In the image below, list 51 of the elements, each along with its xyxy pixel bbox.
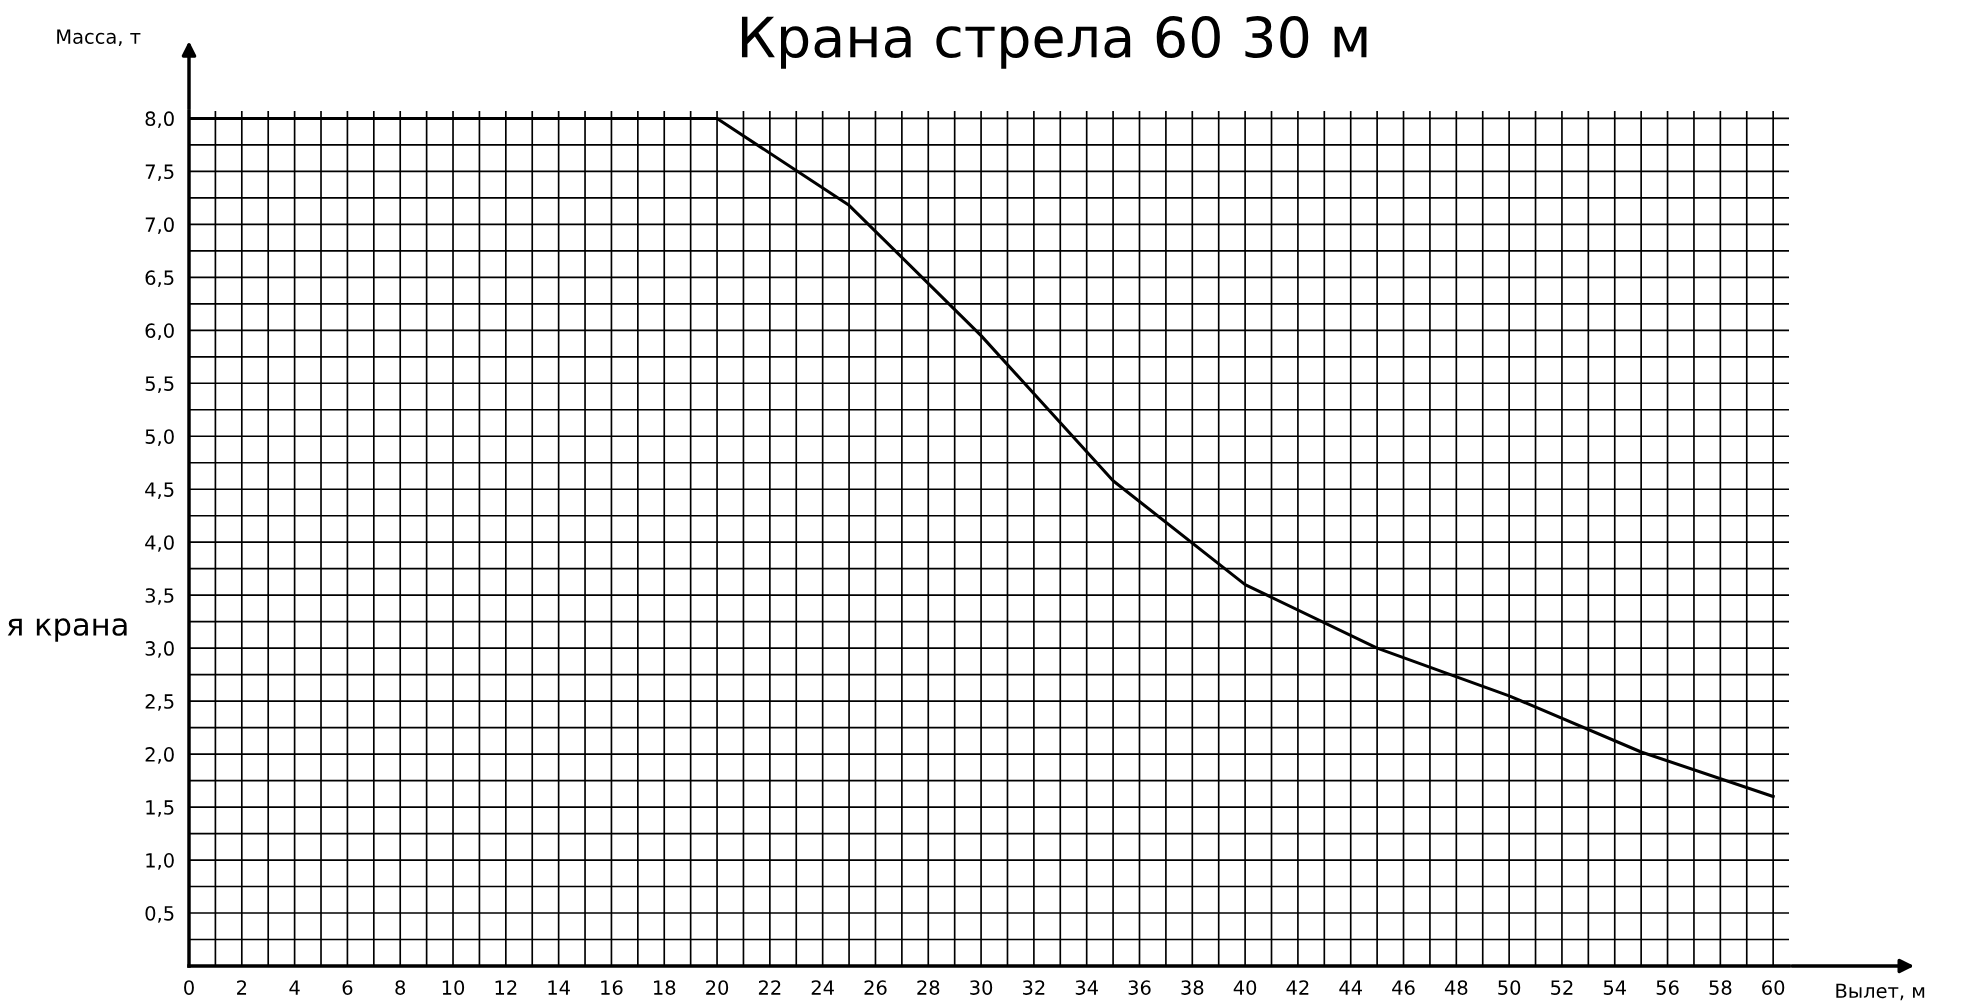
x-tick-label: 18 — [654, 980, 676, 995]
x-tick-label: 34 — [1075, 980, 1098, 995]
y-tick-label: 6,5 — [145, 270, 174, 287]
x-tick-label: 50 — [1498, 980, 1521, 995]
x-tick-label: 22 — [758, 980, 781, 995]
x-tick-label: 26 — [864, 980, 887, 995]
y-axis-title: Масса, т — [57, 29, 141, 46]
y-tick-label: 3,5 — [145, 588, 174, 605]
x-tick-label: 10 — [442, 980, 465, 995]
x-tick-label: 2 — [237, 980, 247, 995]
x-tick-label: 24 — [811, 980, 834, 995]
y-tick-label: 1,5 — [146, 800, 174, 817]
x-tick-label: 4 — [289, 980, 300, 995]
x-tick-label: 44 — [1339, 980, 1362, 995]
x-tick-label: 42 — [1286, 980, 1309, 995]
y-tick-label: 2,0 — [145, 747, 174, 764]
x-tick-label: 60 — [1762, 980, 1785, 995]
x-tick-label: 48 — [1444, 980, 1468, 995]
x-tick-label: 16 — [601, 980, 623, 995]
text: я крана — [7, 618, 127, 642]
x-tick-label: 56 — [1656, 980, 1679, 995]
x-tick-label: 58 — [1709, 980, 1732, 995]
y-tick-label: 3,0 — [145, 641, 174, 658]
x-tick-label: 36 — [1128, 980, 1151, 995]
chart-title: Крана стрела 60 30 м — [741, 16, 1367, 69]
x-tick-label: 46 — [1392, 980, 1415, 995]
x-tick-label: 52 — [1551, 980, 1573, 995]
x-tick-label: 54 — [1603, 980, 1627, 995]
x-tick-label: 8 — [395, 980, 406, 995]
y-tick-label: 7,5 — [145, 164, 174, 182]
y-tick-label: 7,0 — [145, 217, 174, 235]
y-tick-label: 2,5 — [145, 694, 174, 711]
y-tick-label: 0,5 — [145, 905, 174, 923]
x-tick-label: 32 — [1023, 980, 1045, 995]
x-tick-label: 12 — [495, 980, 517, 995]
x-tick-label: 0 — [184, 980, 194, 995]
y-tick-label: 8,0 — [145, 111, 174, 129]
y-tick-label: 5,0 — [145, 429, 174, 446]
x-tick-label: 30 — [970, 980, 993, 995]
y-tick-label: 1,0 — [146, 853, 174, 870]
y-tick-label: 6,0 — [145, 323, 174, 340]
y-tick-label: 4,5 — [145, 482, 174, 499]
x-axis-title: Вылет, м — [1836, 983, 1925, 1001]
x-tick-label: 28 — [917, 980, 940, 995]
y-tick-label: 5,5 — [145, 376, 174, 393]
x-tick-label: 20 — [706, 980, 729, 995]
x-tick-label: 40 — [1233, 980, 1257, 995]
x-tick-label: 6 — [342, 980, 353, 995]
x-tick-label: 14 — [548, 980, 570, 995]
y-tick-label: 4,0 — [145, 535, 174, 552]
x-tick-label: 38 — [1181, 980, 1204, 995]
